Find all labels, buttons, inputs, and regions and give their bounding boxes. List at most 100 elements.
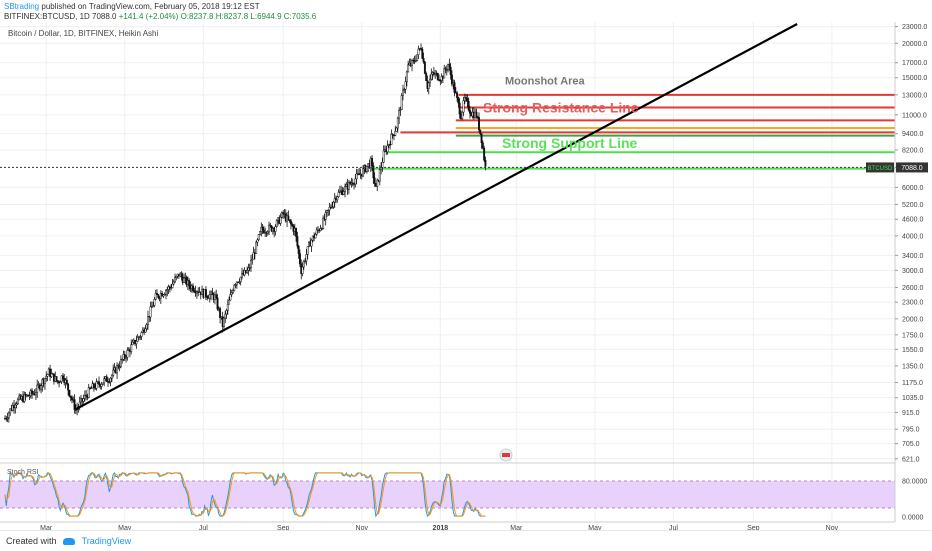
symbol: BITFINEX:BTCUSD, 1D: [4, 12, 90, 21]
price-tick-label: 795.0: [902, 427, 920, 434]
candle-body: [416, 54, 419, 61]
badge-price-bg: [896, 162, 928, 173]
price-chart[interactable]: Moonshot Area Strong Resistance Line Stron…: [0, 22, 932, 530]
price-tick-label: 6000.0: [902, 185, 924, 192]
price-tick-label: 4600.0: [902, 217, 924, 224]
candle-body: [302, 260, 305, 268]
candle-body: [382, 150, 385, 163]
candle-body: [429, 78, 431, 84]
time-axis[interactable]: Mar May Jul Sep Nov 2018 Mar May Jul Sep Nov: [40, 525, 838, 530]
candle-body: [443, 68, 446, 79]
candle-body: [438, 79, 441, 81]
candle-body: [215, 294, 218, 299]
candle-body: [354, 178, 357, 185]
candle-body: [192, 285, 194, 292]
candle-body: [68, 389, 71, 397]
candle-body: [391, 133, 394, 136]
candle-body: [333, 197, 336, 203]
author-link[interactable]: SBtrading: [4, 2, 40, 11]
candle-body: [372, 165, 375, 179]
candle-body: [421, 48, 424, 59]
candle-body: [154, 293, 157, 300]
candle-body: [282, 212, 285, 215]
price-tick-label: 1750.0: [902, 332, 924, 339]
annotations: Moonshot Area Strong Resistance Line Stron…: [483, 75, 639, 151]
time-tick-label: Sep: [277, 525, 290, 530]
candle-body: [110, 374, 113, 379]
candle-body: [365, 166, 368, 172]
badge-symbol: BTCUSD: [868, 166, 893, 172]
candle-body: [145, 324, 148, 330]
candle-body: [250, 259, 252, 268]
trendline[interactable]: [75, 23, 798, 411]
publish-text: published on TradingView.com, February 0…: [41, 2, 260, 11]
stoch-band: [0, 481, 895, 508]
candle-body: [87, 387, 90, 398]
candle-body: [400, 95, 403, 110]
candle-body: [403, 89, 406, 91]
candle-body: [150, 306, 153, 308]
candle-body: [116, 365, 119, 374]
candle-body: [402, 89, 404, 96]
candle-body: [261, 226, 264, 231]
candle-body: [56, 380, 59, 383]
candle-body: [373, 177, 376, 184]
candle-body: [247, 267, 250, 271]
candle-body: [108, 381, 111, 383]
candle-body: [280, 212, 283, 218]
candle-body: [15, 403, 18, 406]
candle-body: [420, 48, 422, 50]
price-tick-label: 17000.0: [902, 60, 927, 67]
candle-body: [465, 97, 468, 99]
candle-body: [223, 317, 225, 327]
candle-body: [279, 216, 282, 224]
candle-body: [262, 229, 265, 234]
price-tick-label: 3000.0: [902, 268, 924, 275]
candle-body: [479, 129, 482, 135]
price-tick-label: 2300.0: [902, 300, 924, 307]
candle-body: [327, 209, 330, 211]
candle-body: [60, 375, 63, 382]
candle-body: [268, 224, 270, 233]
candle-body: [163, 293, 166, 296]
candle-body: [153, 299, 156, 306]
candle-body: [466, 98, 469, 102]
price-tick-label: 915.0: [902, 410, 920, 417]
candle-body: [14, 404, 17, 408]
candle-body: [259, 231, 261, 235]
candle-body: [351, 182, 354, 185]
candle-body: [228, 299, 231, 305]
candle-body: [436, 73, 439, 80]
price-tick-label: 621.0: [902, 456, 920, 463]
time-tick-label: 2018: [433, 525, 449, 530]
candle-body: [301, 266, 304, 274]
oscillator-axis: 80.0000 0.0000: [902, 479, 927, 522]
tradingview-brand[interactable]: TradingView: [81, 536, 132, 546]
price-tick-label: 2600.0: [902, 285, 924, 292]
candle-body: [425, 73, 428, 81]
candle-body: [226, 303, 229, 311]
ohlc-values: O:8237.8 H:8237.8 L:6944.9 C:7035.6: [180, 12, 317, 21]
oscillator-tick-label: 80.0000: [902, 479, 927, 486]
candle-body: [331, 206, 334, 208]
last-price-badge: BTCUSD 7088.0: [866, 162, 928, 173]
candle-body: [167, 286, 170, 290]
candle-body: [67, 383, 70, 391]
candle-body: [229, 294, 232, 301]
candle-body: [337, 192, 340, 197]
candle-body: [289, 220, 292, 225]
time-tick-label: Sep: [747, 525, 760, 530]
candle-body: [266, 231, 269, 234]
candle-body: [162, 294, 165, 297]
flag-icon: [499, 448, 513, 462]
candle-body: [328, 207, 331, 211]
symbol-line: BITFINEX:BTCUSD, 1D 7088.0 +141.4 (+2.04…: [4, 12, 316, 21]
candle-body: [449, 66, 452, 76]
candle-body: [376, 179, 379, 187]
candle-body: [407, 64, 410, 73]
oscillator-label: Stoch RSI: [7, 469, 39, 476]
candle-body: [338, 191, 341, 193]
candle-body: [332, 201, 335, 208]
horizontal-levels: [370, 93, 895, 170]
candle-body: [219, 308, 222, 319]
